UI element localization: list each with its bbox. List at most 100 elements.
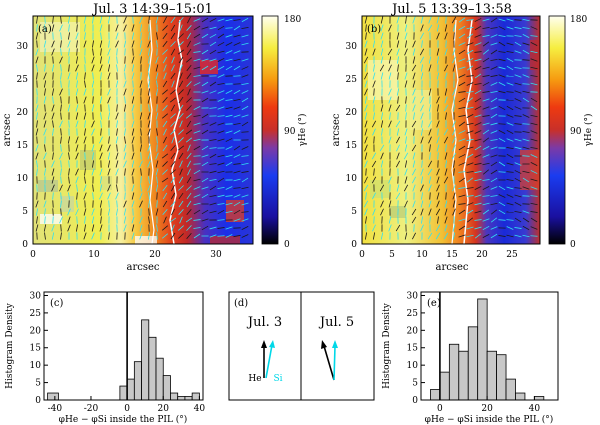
field-vector	[162, 200, 168, 208]
field-vector	[380, 208, 384, 216]
field-vector	[161, 233, 169, 239]
field-vector	[201, 122, 209, 126]
field-vector	[171, 208, 175, 216]
panel-c-bar	[184, 396, 193, 401]
field-vector	[241, 17, 249, 23]
field-vector	[217, 170, 225, 174]
field-vector	[131, 136, 135, 144]
field-vector	[364, 136, 368, 144]
panel-c-xtick: -40	[48, 404, 63, 414]
field-vector	[217, 130, 225, 134]
field-vector	[482, 49, 490, 55]
field-vector	[217, 177, 225, 183]
field-vector	[445, 192, 447, 200]
field-vector	[436, 32, 440, 40]
field-vector	[482, 129, 490, 135]
field-vector	[76, 216, 78, 224]
field-vector	[67, 104, 71, 112]
field-vector	[412, 16, 416, 24]
field-vector	[147, 88, 151, 96]
field-vector	[443, 104, 449, 112]
field-vector	[84, 168, 86, 176]
field-vector	[179, 160, 183, 168]
field-vector	[178, 89, 184, 95]
field-vector	[482, 74, 490, 78]
panel-e-bar	[533, 396, 545, 401]
field-vector	[107, 72, 111, 80]
field-vector	[148, 72, 150, 80]
field-vector	[490, 113, 498, 119]
field-vector	[395, 104, 401, 112]
field-vector	[380, 56, 384, 64]
field-vector	[108, 104, 110, 112]
field-vector	[443, 176, 449, 184]
field-vector	[147, 40, 151, 48]
field-vector	[43, 112, 47, 120]
field-vector	[363, 56, 369, 64]
field-vector	[412, 56, 416, 64]
field-vector	[186, 233, 192, 239]
field-vector	[380, 32, 384, 40]
field-vector	[530, 186, 538, 190]
field-vector	[233, 50, 241, 54]
field-vector	[170, 192, 176, 200]
field-vector	[217, 90, 225, 94]
field-vector	[36, 160, 38, 168]
field-vector	[241, 66, 249, 70]
field-vector	[60, 144, 62, 152]
field-vector	[482, 98, 490, 102]
panel-e-xlabel: φHe − φSi inside the PIL (°)	[425, 414, 554, 425]
field-vector	[233, 122, 241, 126]
field-vector	[51, 88, 55, 96]
field-vector	[170, 113, 176, 119]
field-vector	[131, 152, 135, 160]
field-vector	[225, 90, 233, 94]
field-vector	[498, 209, 506, 215]
field-vector	[139, 216, 143, 224]
field-vector	[453, 104, 455, 112]
panel-b-ytick: 20	[346, 108, 358, 118]
field-vector	[404, 232, 408, 240]
field-vector	[490, 122, 498, 126]
field-vector	[163, 64, 167, 72]
field-vector	[458, 154, 466, 158]
field-vector	[421, 40, 423, 48]
field-vector	[364, 160, 368, 168]
field-vector	[107, 208, 111, 216]
field-vector	[225, 114, 233, 118]
field-vector	[170, 72, 176, 80]
field-vector	[131, 184, 135, 192]
field-vector	[75, 72, 79, 80]
panel-b-colorbar-label: γHe (°)	[583, 114, 594, 147]
field-vector	[530, 162, 538, 166]
field-vector	[241, 171, 249, 173]
field-vector	[373, 168, 375, 176]
field-vector	[132, 80, 134, 88]
field-vector	[506, 147, 514, 149]
field-vector	[466, 202, 474, 206]
field-vector	[43, 40, 47, 48]
field-vector	[498, 129, 506, 135]
panel-a-colorbar-tick: 180	[284, 15, 301, 25]
field-vector	[43, 200, 47, 208]
field-vector	[123, 80, 127, 88]
field-vector	[60, 224, 62, 232]
field-vector	[490, 202, 498, 206]
field-vector	[514, 82, 522, 86]
field-vector	[380, 200, 384, 208]
field-vector	[395, 224, 401, 232]
field-vector	[99, 192, 103, 200]
field-vector	[115, 168, 119, 176]
field-vector	[178, 200, 184, 208]
field-vector	[395, 192, 401, 200]
panel-a-xtick: 30	[210, 250, 222, 260]
field-vector	[498, 18, 506, 22]
field-vector	[115, 208, 119, 216]
field-vector	[498, 51, 506, 53]
field-vector	[60, 72, 62, 80]
field-vector	[193, 145, 201, 151]
field-vector	[443, 136, 449, 144]
field-vector	[170, 16, 176, 24]
field-vector	[147, 160, 151, 168]
field-vector	[123, 40, 127, 48]
